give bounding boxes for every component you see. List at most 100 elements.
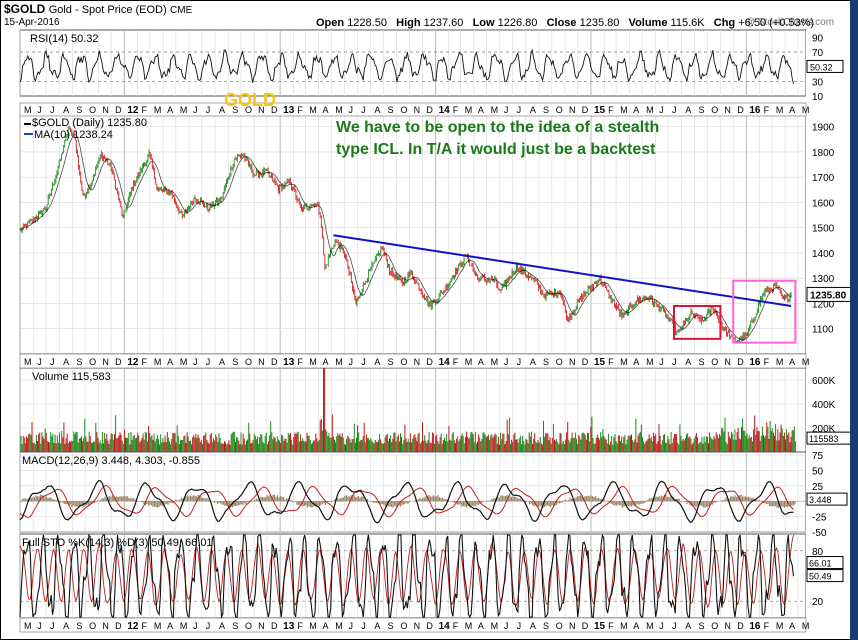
x-axis-bottom-label: J [50,621,55,631]
price-legend-1: $GOLD (Daily) 1235.80 [32,117,147,129]
ohlc-volume: Volume 115.6K [628,17,705,29]
x-axis-bottom-label: M [620,621,628,631]
x-axis-bottom-label: M [180,621,188,631]
x-axis-middle-label: S [232,357,238,367]
x-axis-top-label: A [219,105,225,115]
symbol: $GOLD [4,2,46,16]
x-axis-top-label: J [517,105,522,115]
x-axis-top-label: N [102,105,109,115]
price-y-tick-label: 1400 [812,249,835,260]
x-axis-bottom-label: M [776,621,784,631]
x-axis-top-label: S [698,105,704,115]
x-axis-bottom-label: J [517,621,522,631]
x-axis-top-label: A [530,105,536,115]
macd-last-label-box [806,492,848,506]
x-axis-top-label: M [776,105,784,115]
x-axis-top-label: J [672,105,677,115]
annotation-line-2: type ICL. In T/A it would just be a back… [336,141,656,158]
x-axis-top-label: N [569,105,576,115]
x-axis-middle-label: N [569,357,576,367]
x-axis-middle-label: N [724,357,731,367]
x-axis-top-label: A [374,105,380,115]
x-axis-top-label: M [154,105,162,115]
x-axis-top-label: A [322,105,328,115]
x-axis-middle-label: M [154,357,162,367]
ohlc-low: Low 1226.80 [472,17,538,29]
x-axis-middle-label: M [620,357,628,367]
x-axis-top-label: S [76,105,82,115]
x-axis-middle-label: D [271,357,278,367]
x-axis-bottom-label: M [491,621,499,631]
macd-signal-line [19,484,794,518]
sto-d-line [19,534,794,609]
x-axis-middle-label: A [63,357,69,367]
x-axis-bottom-label: O [245,621,252,631]
x-axis-bottom-label: O [89,621,96,631]
x-axis-top-label: 12 [127,105,139,116]
x-axis-bottom-label: F [142,621,148,631]
x-axis-bottom-label: N [569,621,576,631]
x-axis-middle-label: D [582,357,589,367]
ohlc-bar: Open 1228.50 High 1237.60 Low 1226.80 Cl… [316,17,814,29]
x-axis-bottom-label: O [711,621,718,631]
x-axis-top-label: J [361,105,366,115]
x-axis-bottom-label: J [659,621,664,631]
x-axis-top [19,102,807,117]
x-axis-bottom-label: N [414,621,421,631]
red-box [673,305,722,340]
x-axis-middle-label: J [193,357,198,367]
sto-y-tick-label: 20 [812,597,824,608]
x-axis-bottom-label: S [232,621,238,631]
x-axis-middle-label: A [685,357,691,367]
x-axis-top-label: A [478,105,484,115]
x-axis-bottom-label: J [504,621,509,631]
x-axis-bottom-label: J [348,621,353,631]
x-axis-middle-label: A [219,357,225,367]
price-y-tick-label: 1700 [812,173,835,184]
macd-y-tick-label: 50 [812,466,824,477]
x-axis-middle-label: O [556,357,563,367]
x-axis-middle-label: M [776,357,784,367]
pink-box [732,279,797,344]
x-axis-bottom-label: M [335,621,343,631]
x-axis-top-label: F [608,105,614,115]
x-axis-top-label: J [193,105,198,115]
x-axis-middle-label: N [414,357,421,367]
x-axis-bottom-label: M [24,621,32,631]
macd-title: MACD(12,26,9) 3.448, 4.303, -0.855 [22,455,200,467]
x-axis-top-label: D [426,105,433,115]
price-trendline [333,234,792,307]
x-axis-bottom-label: O [556,621,563,631]
x-axis-middle-label: F [453,357,459,367]
x-axis-bottom-label: F [764,621,770,631]
x-axis-middle-label: D [426,357,433,367]
x-axis-middle-label: A [374,357,380,367]
macd-last-label: 3.448 [809,495,832,505]
x-axis-middle [19,353,807,369]
x-axis-top-label: M [335,105,343,115]
x-axis-top-label: O [400,105,407,115]
x-axis-bottom-label: D [582,621,589,631]
volume-title: Volume 115,583 [32,371,111,383]
x-axis-top-label: M [491,105,499,115]
x-axis-bottom [19,617,807,633]
x-axis-bottom-label: A [322,621,328,631]
x-axis-top-label: A [633,105,639,115]
volume-y-tick-label: 400K [812,400,836,411]
x-axis-top-label: 14 [439,105,451,116]
x-axis-middle-label: J [206,357,211,367]
x-axis-middle-label: N [102,357,109,367]
rsi-y-tick-label: 10 [812,92,824,103]
x-axis-middle-label: M [309,357,317,367]
x-axis-bottom-label: S [698,621,704,631]
ohlc-open: Open 1228.50 [316,17,387,29]
x-axis-bottom-label: 12 [127,621,139,632]
ohlc-change: Chg +6.50 (+0.53%) [713,17,815,29]
x-axis-top-label: O [89,105,96,115]
x-axis-top-label: F [297,105,303,115]
x-axis-bottom-label: D [426,621,433,631]
x-axis-top-label: S [388,105,394,115]
x-axis-top-label: 15 [594,105,606,116]
x-axis-middle-label: A [478,357,484,367]
rsi-y-tick-label: 90 [812,33,824,44]
